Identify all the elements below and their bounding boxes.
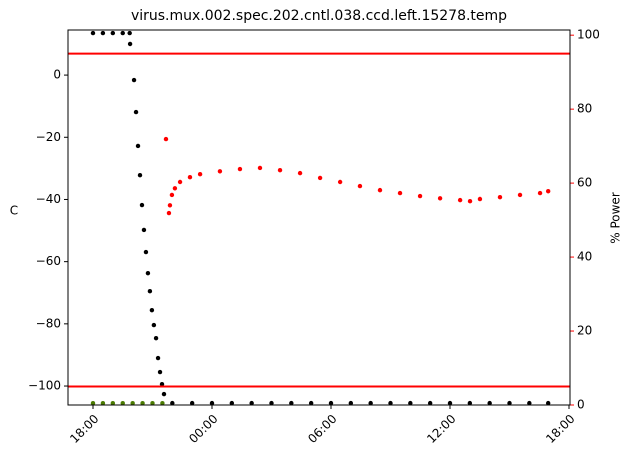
point — [277, 167, 283, 173]
y-tick-label: −100 — [28, 379, 61, 393]
point — [457, 197, 463, 203]
point — [229, 400, 235, 406]
point — [160, 400, 165, 406]
point — [427, 400, 433, 406]
y-tick-label: −20 — [36, 130, 61, 144]
point — [137, 173, 143, 178]
point — [130, 400, 135, 406]
point — [545, 189, 551, 194]
y-tick-label: −40 — [36, 192, 61, 206]
point — [328, 400, 334, 406]
y-tick-label: 0 — [53, 68, 61, 82]
point — [139, 202, 145, 208]
point — [90, 400, 96, 406]
point — [110, 400, 116, 406]
point — [487, 400, 492, 406]
point — [110, 30, 116, 36]
y2-tick-label: 0 — [577, 398, 585, 412]
point — [237, 166, 243, 172]
point — [167, 203, 173, 208]
chart-title: virus.mux.002.spec.202.cntl.038.ccd.left… — [131, 8, 507, 24]
point — [269, 400, 274, 406]
point — [100, 30, 106, 36]
point — [127, 30, 132, 36]
point — [161, 391, 167, 397]
point — [120, 400, 125, 406]
point — [217, 169, 223, 174]
y-tick-label: −60 — [36, 254, 61, 268]
point — [377, 187, 383, 193]
point — [368, 400, 373, 406]
point — [337, 179, 343, 185]
point — [437, 196, 443, 201]
point — [140, 400, 145, 406]
point — [517, 192, 523, 198]
point — [317, 175, 323, 181]
point — [133, 109, 139, 115]
point — [166, 210, 172, 216]
point — [388, 400, 393, 406]
point — [172, 186, 178, 191]
point — [408, 400, 413, 406]
point — [151, 322, 157, 328]
point — [189, 400, 195, 406]
point — [507, 400, 512, 406]
plot-frame — [67, 29, 571, 406]
point — [169, 192, 175, 198]
point — [187, 174, 193, 180]
point — [150, 400, 155, 406]
point — [149, 307, 155, 313]
point — [159, 381, 165, 387]
point — [417, 193, 423, 199]
point — [163, 136, 169, 142]
point — [90, 30, 96, 36]
y2-tick-label: 20 — [577, 324, 592, 338]
point — [209, 400, 215, 406]
point — [147, 288, 153, 294]
point — [348, 400, 354, 406]
point — [170, 400, 175, 406]
point — [143, 249, 149, 255]
point — [153, 335, 159, 341]
point — [155, 355, 161, 361]
y2-tick-label: 80 — [577, 102, 592, 116]
point — [100, 400, 106, 406]
x-tick-label: 06:00 — [305, 412, 339, 446]
point — [157, 369, 163, 375]
y2-axis-label: % Power — [609, 192, 623, 244]
y-tick-label: −80 — [36, 316, 61, 330]
point — [177, 179, 183, 185]
point — [120, 30, 125, 36]
point — [497, 194, 503, 200]
point — [397, 190, 403, 196]
point — [249, 400, 254, 406]
point — [545, 400, 551, 406]
y2-tick-label: 40 — [577, 250, 592, 264]
x-tick-label: 00:00 — [186, 412, 220, 446]
point — [127, 41, 133, 47]
x-tick-label: 12:00 — [424, 412, 458, 446]
point — [131, 77, 137, 83]
point — [527, 400, 532, 406]
x-tick-label: 18:00 — [543, 412, 577, 446]
point — [145, 270, 151, 276]
point — [467, 400, 473, 406]
y-axis-label: C — [10, 204, 18, 218]
y2-tick-label: 100 — [577, 28, 600, 42]
point — [141, 227, 147, 233]
point — [477, 196, 483, 202]
point — [357, 183, 363, 189]
point — [467, 199, 473, 204]
point — [308, 400, 314, 406]
point — [447, 400, 453, 406]
x-tick-label: 18:00 — [67, 412, 101, 446]
point — [257, 165, 263, 171]
y2-tick-label: 60 — [577, 176, 592, 190]
point — [197, 172, 203, 177]
point — [297, 170, 303, 176]
point — [537, 190, 543, 196]
point — [289, 400, 294, 406]
point — [135, 143, 141, 149]
